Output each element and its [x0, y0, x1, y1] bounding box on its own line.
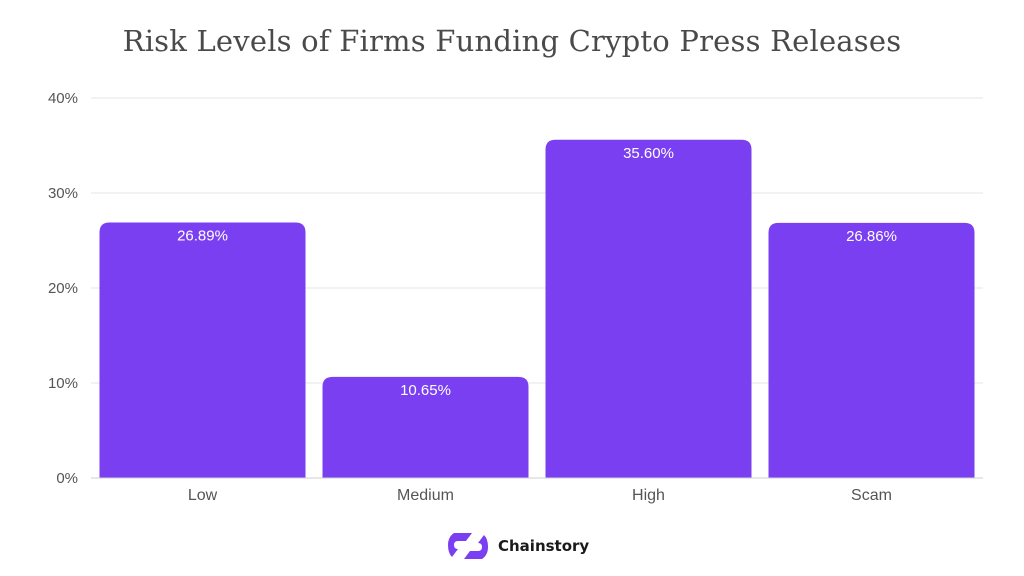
- y-tick-label: 20%: [48, 280, 78, 297]
- bar-medium: [322, 376, 529, 478]
- bar-scam: [768, 222, 975, 478]
- brand-footer: Chainstory: [448, 530, 589, 562]
- x-tick-label: Medium: [397, 487, 454, 504]
- y-tick-label: 30%: [48, 185, 78, 202]
- x-tick-label: Low: [188, 487, 218, 504]
- bar-high: [545, 139, 752, 479]
- chainstory-logo-icon: [448, 533, 488, 559]
- x-tick-label: High: [632, 487, 665, 504]
- y-tick-label: 0%: [56, 470, 78, 487]
- data-label: 35.60%: [623, 145, 674, 162]
- data-label: 26.86%: [846, 228, 897, 245]
- bar-low: [99, 222, 306, 478]
- y-tick-label: 10%: [48, 375, 78, 392]
- brand-name: Chainstory: [498, 537, 590, 555]
- y-tick-label: 40%: [48, 90, 78, 107]
- data-label: 26.89%: [177, 228, 228, 245]
- x-tick-label: Scam: [851, 487, 892, 504]
- data-label: 10.65%: [400, 382, 451, 399]
- chart-title: Risk Levels of Firms Funding Crypto Pres…: [122, 24, 902, 58]
